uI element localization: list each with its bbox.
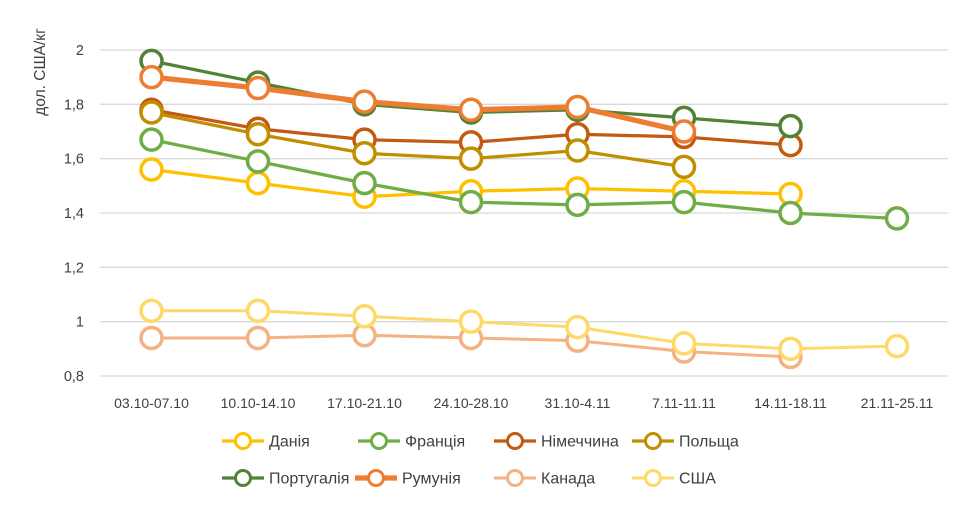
legend-label: Румунія	[402, 471, 461, 488]
series-line	[149, 110, 686, 169]
data-point	[671, 119, 697, 144]
data-point	[245, 149, 271, 174]
legend-marker-circle	[367, 469, 385, 487]
data-point	[671, 154, 697, 180]
legend-label: Франція	[405, 434, 465, 451]
x-axis-label: 14.11-18.11	[754, 395, 827, 411]
data-point	[245, 121, 271, 147]
legend-label: Канада	[541, 471, 595, 488]
y-tick-label: 0,8	[64, 369, 84, 385]
data-point	[245, 298, 271, 324]
x-axis-label: 31.10-4.11	[545, 395, 611, 411]
y-tick-label: 2	[76, 43, 84, 59]
data-point	[139, 325, 164, 351]
data-point	[458, 97, 484, 123]
x-axis-label: 03.10-07.10	[114, 395, 189, 411]
legend-label: США	[679, 471, 716, 488]
y-tick-label: 1,6	[64, 152, 84, 168]
data-point	[139, 298, 164, 324]
legend-label: Німеччина	[541, 434, 619, 451]
data-point	[778, 113, 803, 139]
data-point	[565, 192, 590, 218]
y-tick-label: 1,8	[64, 97, 84, 113]
data-point	[139, 64, 164, 90]
data-point	[565, 94, 590, 120]
x-axis-label: 7.11-11.11	[652, 395, 716, 411]
data-point	[671, 189, 697, 215]
data-point	[458, 189, 484, 215]
legend-label: Польща	[679, 434, 739, 451]
x-axis-label: 17.10-21.10	[327, 395, 402, 411]
data-point	[352, 89, 377, 114]
legend-marker-circle	[644, 432, 662, 450]
series-line	[150, 309, 899, 351]
data-point	[352, 170, 377, 196]
data-point	[139, 157, 164, 182]
legend-marker-circle	[234, 432, 252, 450]
legend-label: Португалія	[269, 471, 349, 488]
data-point	[139, 127, 164, 152]
legend-marker-circle	[370, 432, 388, 450]
data-point	[458, 146, 484, 171]
legend-marker-circle	[234, 469, 252, 487]
data-point	[245, 75, 271, 101]
legend-marker-circle	[506, 432, 524, 450]
data-point	[352, 303, 377, 329]
legend-marker-circle	[644, 469, 662, 487]
y-axis-title: дол. США/кг	[32, 28, 49, 116]
series-line	[148, 74, 687, 135]
x-axis-label: 24.10-28.10	[434, 395, 509, 411]
data-point	[565, 138, 590, 163]
y-tick-label: 1,4	[64, 206, 84, 222]
series-line	[149, 138, 899, 221]
data-point	[245, 170, 271, 196]
data-point	[245, 325, 271, 351]
legend-marker-circle	[506, 469, 524, 487]
data-point	[671, 331, 697, 356]
data-point	[778, 336, 803, 362]
data-point	[458, 309, 484, 334]
legend-label: Данія	[269, 434, 310, 451]
y-tick-label: 1	[76, 315, 84, 331]
x-axis-label: 21.11-25.11	[861, 395, 934, 411]
x-axis-label: 10.10-14.10	[221, 395, 296, 411]
data-point	[352, 140, 377, 166]
data-point	[884, 333, 910, 359]
data-point	[565, 314, 590, 340]
data-point	[778, 200, 803, 226]
data-point	[139, 100, 164, 125]
data-point	[884, 206, 910, 231]
y-tick-label: 1,2	[64, 260, 84, 276]
